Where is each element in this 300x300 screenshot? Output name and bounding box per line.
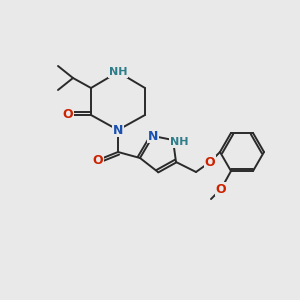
Text: NH: NH bbox=[170, 137, 188, 147]
Text: NH: NH bbox=[109, 67, 127, 77]
Text: O: O bbox=[93, 154, 103, 166]
Text: N: N bbox=[148, 130, 158, 142]
Text: O: O bbox=[63, 109, 73, 122]
Text: O: O bbox=[205, 155, 215, 169]
Text: O: O bbox=[216, 183, 226, 196]
Text: N: N bbox=[113, 124, 123, 136]
